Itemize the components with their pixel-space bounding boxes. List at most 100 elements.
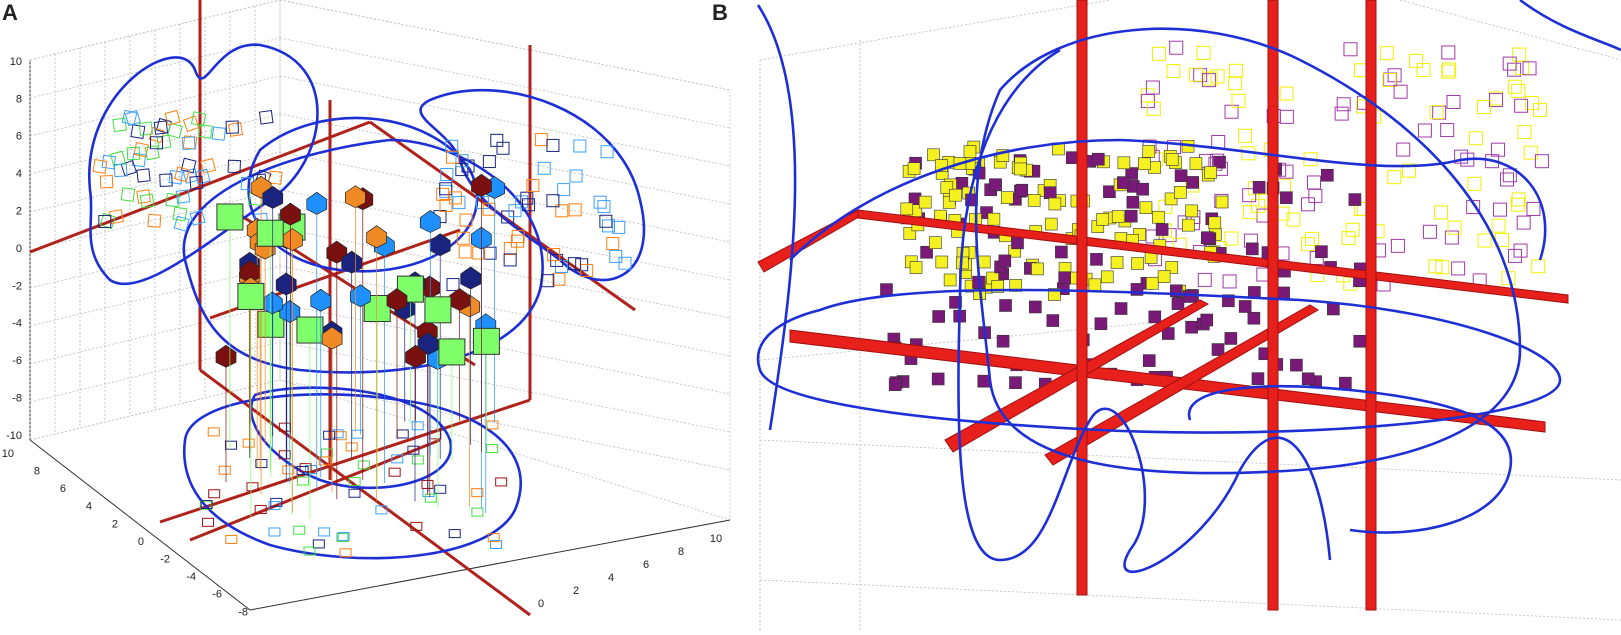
outline-square [1507,248,1522,263]
outline-square [130,124,146,140]
yellow-cube [987,212,1001,226]
panel-label: A [2,0,18,25]
outline-square [190,111,207,127]
outline-square [1441,64,1456,79]
red-rods [29,0,636,617]
outline-square [1467,176,1482,191]
yellow-cube [1088,278,1102,292]
outline-square [336,532,349,542]
outline-square [101,154,117,170]
outline-square [1534,154,1549,169]
outline-square [520,191,534,205]
outline-square [410,521,423,531]
grid-line [279,227,731,319]
purple-cube [1055,245,1068,259]
outline-square [296,465,309,475]
outline-square [225,120,239,134]
purple-cube [1182,290,1196,303]
outline-square [164,109,181,126]
purple-cube [932,310,945,323]
z-tick-label: -2 [12,280,22,292]
outline-square [508,204,522,218]
outline-square [189,175,204,190]
outline-square [126,146,141,161]
yellow-cube [1165,153,1179,166]
outline-square [136,168,151,183]
outline-square [388,467,401,477]
z-tick-label: 6 [16,131,22,143]
purple-cube [1290,358,1303,372]
yellow-cube [1173,186,1187,199]
outline-square [1454,149,1469,164]
outline-square [112,117,127,133]
outline-square [597,200,611,214]
purple-cube [1015,183,1029,197]
outline-square [172,206,188,222]
outline-square [526,179,540,193]
purple-cube [931,372,945,386]
outline-square [268,527,281,537]
outline-square [471,507,484,517]
purple-cube [888,378,902,391]
z-tick-label: 10 [10,56,22,68]
outline-square [159,173,173,187]
outline-square [207,427,220,437]
z-tick-label: 2 [16,206,22,218]
outline-square [1304,231,1319,246]
outline-square [258,109,274,125]
yellow-cube [1117,156,1131,170]
z-tick-label: 4 [16,168,22,180]
outline-square [471,488,484,498]
axis-box [759,0,1621,630]
cube [237,282,265,310]
outline-square [1502,56,1517,71]
outline-square [1224,231,1239,246]
outline-square [1451,261,1466,276]
purple-cube [1247,311,1261,325]
outline-square [225,440,238,450]
outline-square [1499,172,1514,187]
outline-square [299,463,312,473]
grid-line [29,341,281,403]
outline-square [411,421,424,431]
yellow-cube [1157,270,1171,283]
outline-square [534,133,548,147]
grid-line [279,75,731,167]
outline-square [440,168,454,182]
outline-square [612,220,626,234]
outline-square [194,168,211,185]
polyhedron [449,288,470,311]
outline-square [120,187,136,202]
outline-square [541,274,555,288]
yellow-cube [929,236,942,250]
outline-square [445,139,459,153]
outline-square [1197,272,1212,287]
outline-square [482,202,496,216]
outline-square [487,533,500,543]
outline-square [618,256,632,270]
outline-square [202,517,215,527]
outline-square [144,145,160,161]
outline-square [189,209,206,226]
outline-square [282,465,295,475]
outline-square [1524,95,1539,110]
outline-square [1387,170,1402,185]
outline-square [424,493,437,503]
outline-square [181,136,196,151]
outline-square [1300,237,1315,252]
outline-square [1228,76,1243,91]
purple-cube [1094,317,1108,331]
outline-square [411,455,424,465]
outline-square [1491,218,1506,233]
outline-square [407,445,420,455]
markers [880,40,1549,391]
yellow-cube [1100,270,1114,284]
outline-square [472,246,486,260]
grid-line [29,379,281,441]
z-tick-label: -8 [12,393,22,405]
outline-square [439,182,453,196]
purple-cube [1126,195,1140,209]
outline-square [1393,84,1408,99]
outline-square [1201,73,1216,88]
yellow-cube [1048,197,1062,211]
